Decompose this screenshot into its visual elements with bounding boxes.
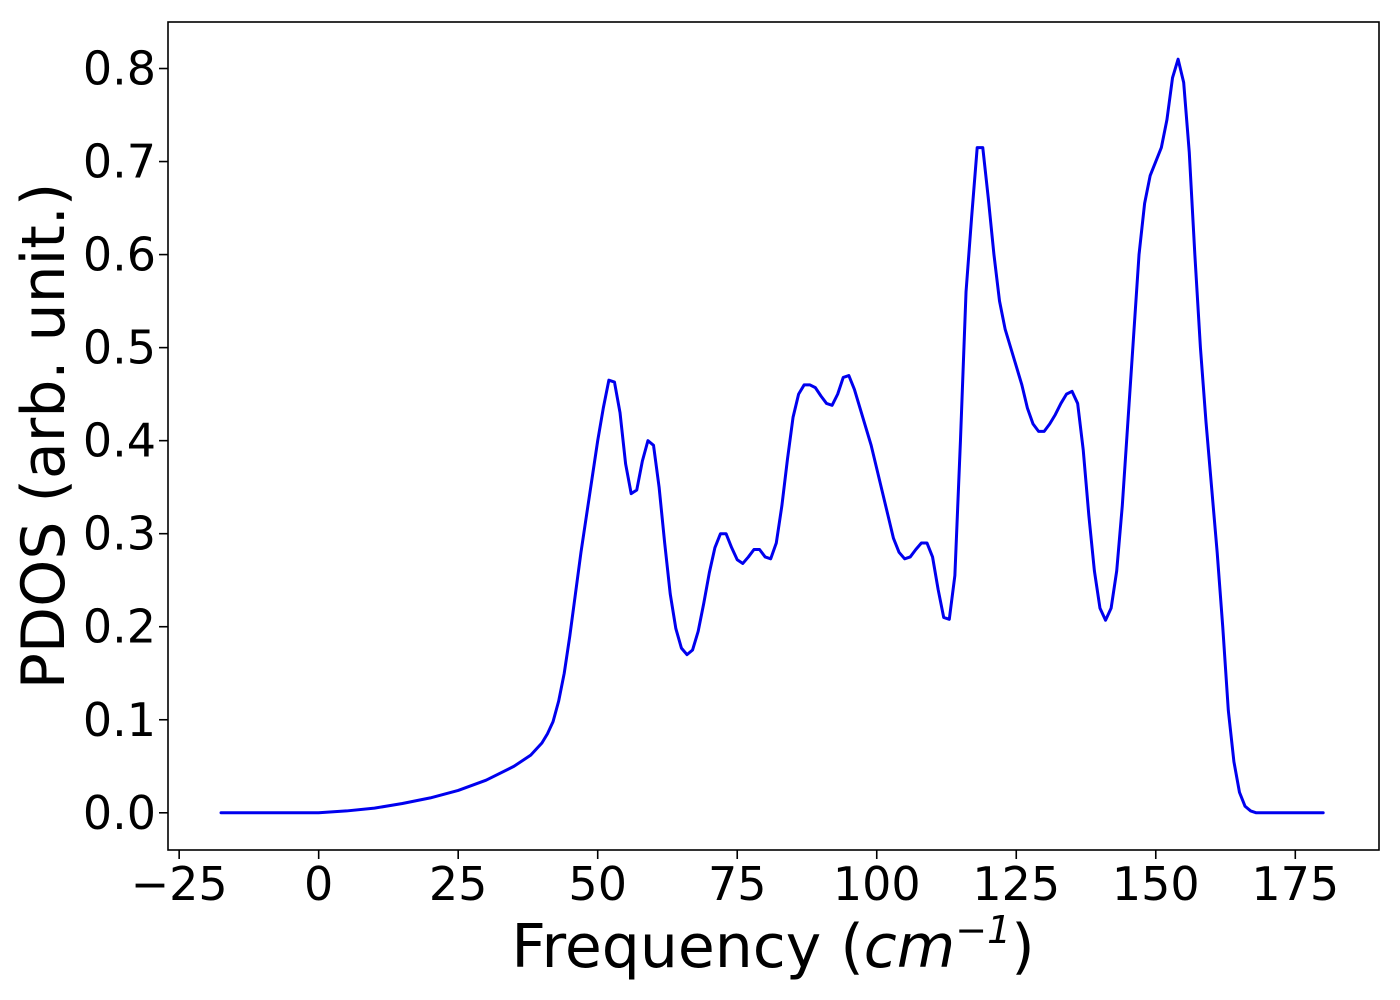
x-axis-ticks: −25 0 25 50 75 100 125 150 175	[131, 850, 1339, 911]
x-axis-label-exponent: −1	[955, 908, 1011, 952]
y-axis-ticks: 0.0 0.1 0.2 0.3 0.4 0.5 0.6 0.7 0.8	[83, 42, 168, 840]
x-tick-label: 50	[568, 857, 627, 911]
x-tick-label: −25	[131, 857, 228, 911]
pdos-line	[219, 57, 1325, 815]
y-tick-label: 0.1	[83, 693, 156, 747]
x-tick-label: 125	[972, 857, 1060, 911]
y-tick-label: 0.0	[83, 786, 156, 840]
y-tick-label: 0.5	[83, 321, 156, 375]
x-axis-label: Frequency (cm−1)	[511, 908, 1034, 982]
y-tick-label: 0.8	[83, 42, 156, 96]
x-axis-label-unit: cm	[864, 912, 955, 982]
plot-frame	[167, 21, 1380, 851]
x-tick-label: 100	[833, 857, 921, 911]
x-tick-label: 0	[304, 857, 333, 911]
plot-area	[167, 21, 1380, 851]
x-tick-label: 150	[1112, 857, 1200, 911]
x-tick-label: 25	[429, 857, 488, 911]
x-tick-label: 175	[1251, 857, 1339, 911]
y-tick-label: 0.2	[83, 600, 156, 654]
y-tick-label: 0.3	[83, 507, 156, 561]
x-axis-label-text: Frequency (	[511, 912, 863, 982]
y-tick-label: 0.6	[83, 228, 156, 282]
y-tick-label: 0.7	[83, 135, 156, 189]
x-tick-label: 75	[708, 857, 767, 911]
y-axis-label: PDOS (arb. unit.)	[9, 183, 79, 690]
x-axis-label-close: )	[1011, 912, 1034, 982]
y-tick-label: 0.4	[83, 414, 156, 468]
